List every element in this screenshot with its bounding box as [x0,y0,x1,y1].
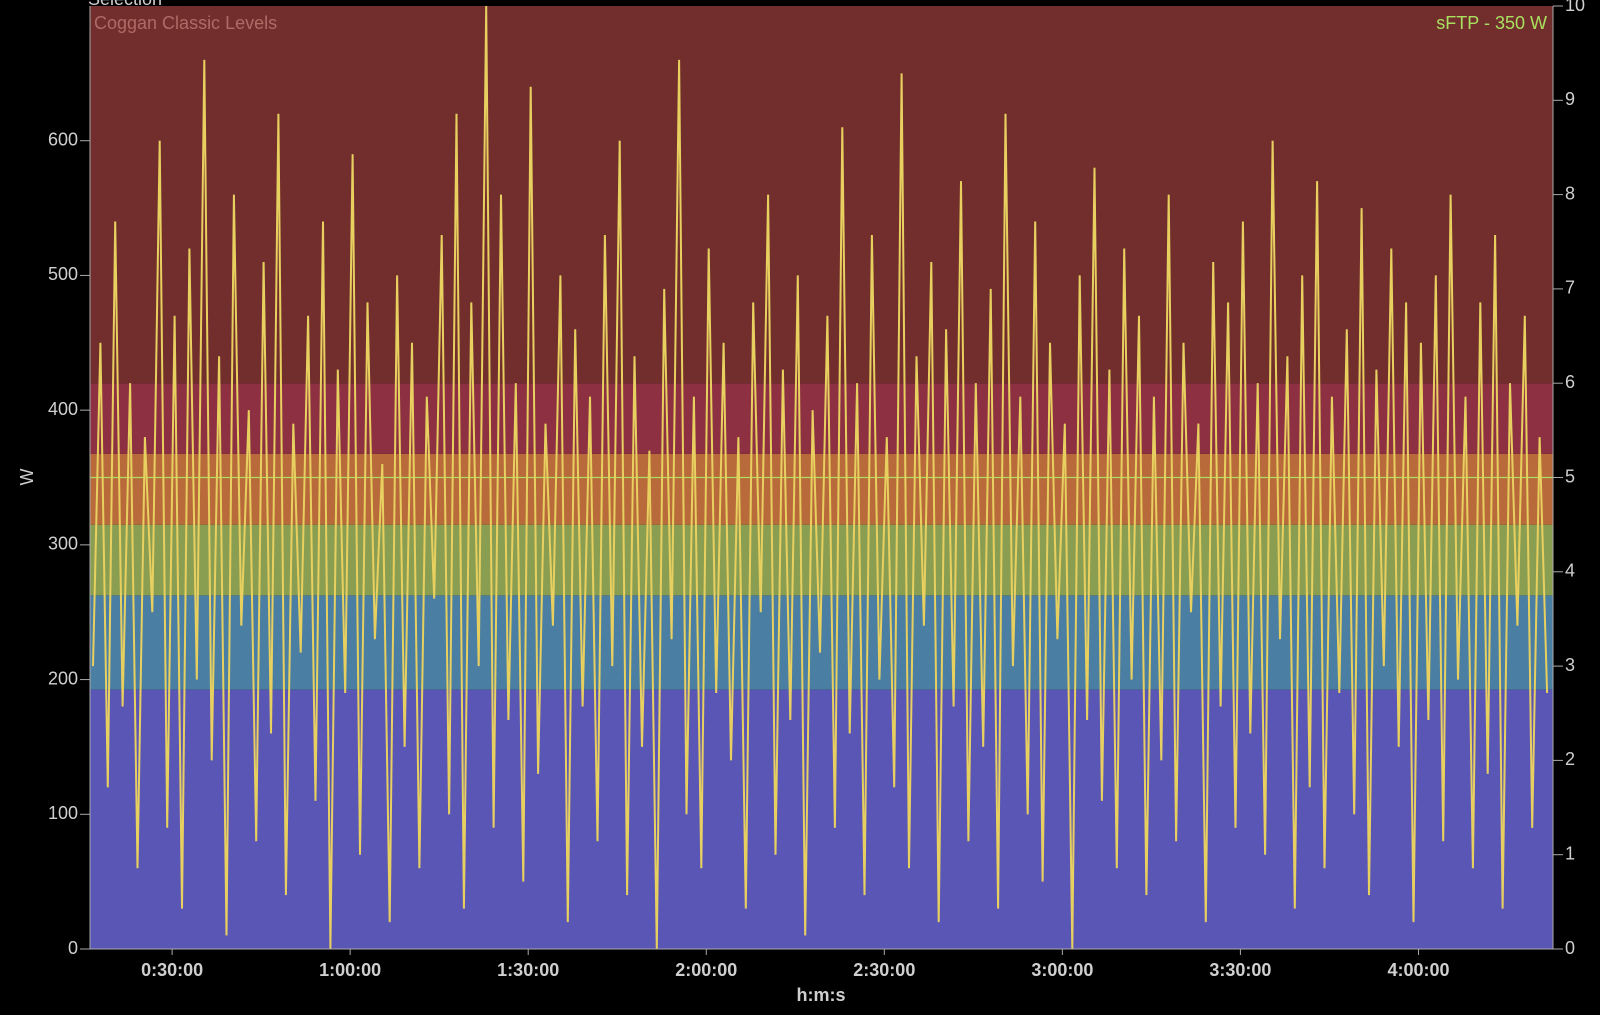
x-axis-label: h:m:s [797,985,846,1005]
x-tick-label: 0:30:00 [141,960,203,980]
ftp-annotation: sFTP - 350 W [1436,13,1547,33]
y-tick-label: 100 [48,803,78,823]
x-tick-label: 1:30:00 [497,960,559,980]
zone-band [90,689,1553,949]
y2-tick-label: 7 [1565,278,1575,298]
y-tick-label: 300 [48,534,78,554]
y-tick-label: 0 [68,938,78,958]
chart-title: Coggan Classic Levels [94,13,277,33]
y2-tick-label: 1 [1565,843,1575,863]
y2-tick-label: 10 [1565,0,1585,15]
y2-tick-label: 0 [1565,938,1575,958]
y-tick-label: 500 [48,264,78,284]
zone-band [90,6,1553,384]
x-tick-label: 2:00:00 [675,960,737,980]
header: Selection [88,0,162,9]
zone-band [90,383,1553,454]
x-tick-label: 1:00:00 [319,960,381,980]
zone-band [90,453,1553,525]
power-line [92,5,1549,950]
y-tick-label: 600 [48,129,78,149]
y2-tick-label: 3 [1565,655,1575,675]
y-tick-label: 400 [48,399,78,419]
y2-tick-label: 2 [1565,749,1575,769]
y2-tick-label: 4 [1565,561,1575,581]
y2-tick-label: 5 [1565,466,1575,486]
y-tick-label: 200 [48,668,78,688]
y2-tick-label: 8 [1565,183,1575,203]
y2-tick-label: 9 [1565,89,1575,109]
y-axis-label: W [17,469,37,486]
x-tick-label: 4:00:00 [1387,960,1449,980]
x-tick-label: 2:30:00 [853,960,915,980]
y2-tick-label: 6 [1565,372,1575,392]
x-tick-label: 3:00:00 [1031,960,1093,980]
x-tick-label: 3:30:00 [1209,960,1271,980]
